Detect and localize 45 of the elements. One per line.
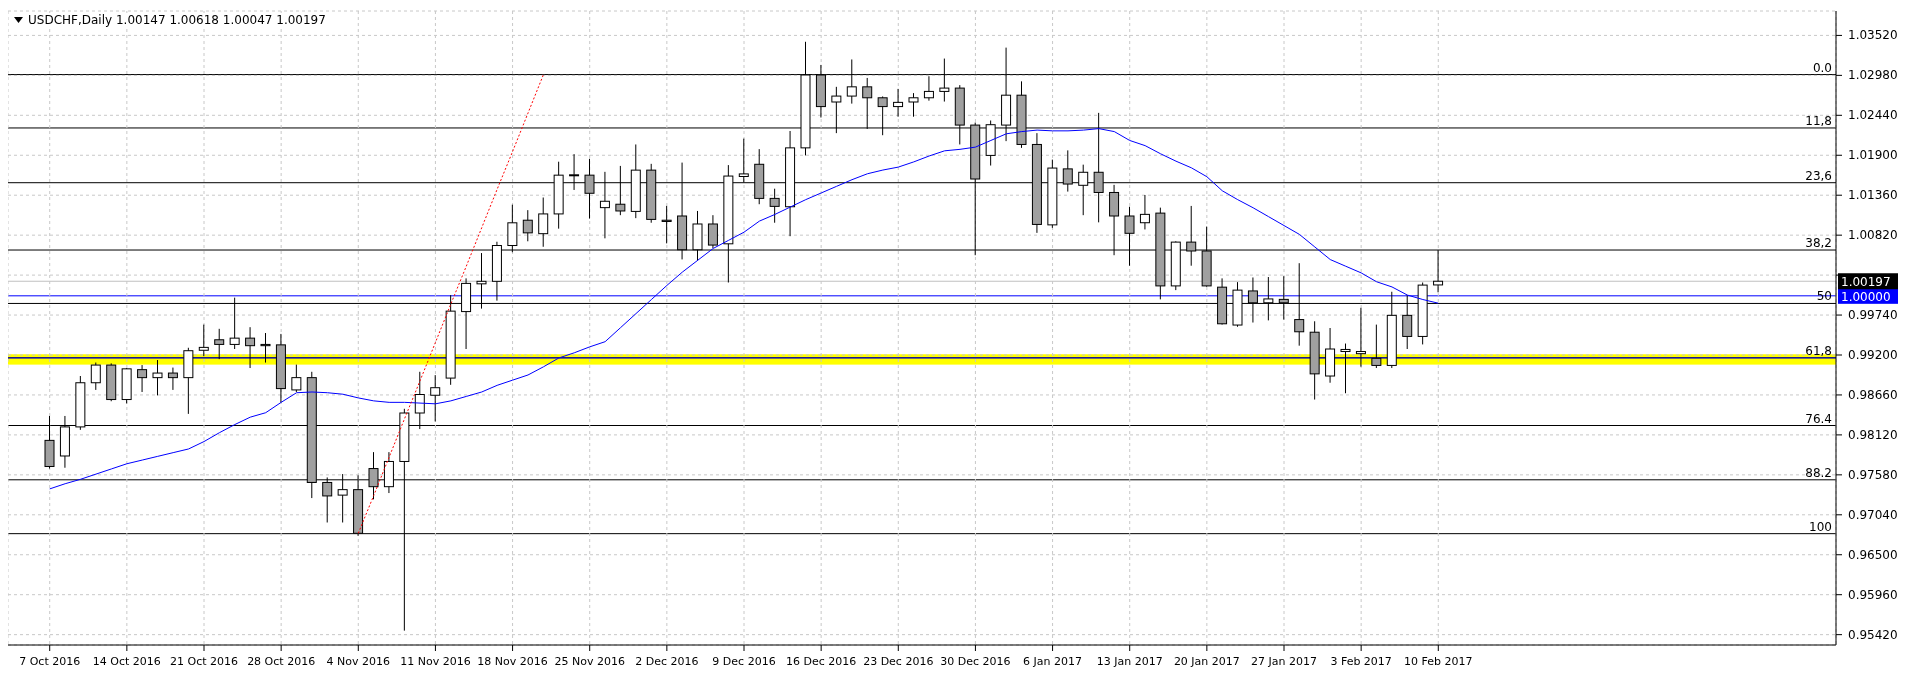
x-tick-label: 3 Feb 2017 xyxy=(1330,655,1392,668)
annotation: 0.0 xyxy=(1812,60,1832,75)
annotation: 76.4 xyxy=(1805,411,1832,426)
y-tick-label: 1.02980 xyxy=(1848,68,1898,83)
x-tick-label: 10 Feb 2017 xyxy=(1404,655,1473,668)
x-tick-label: 7 Oct 2016 xyxy=(19,655,81,668)
y-tick-label: 0.97040 xyxy=(1848,507,1898,522)
annotation: 88.2 xyxy=(1805,465,1832,480)
y-tick-label: 0.98120 xyxy=(1848,427,1898,442)
y-tick-label: 0.98660 xyxy=(1848,387,1898,402)
x-tick-label: 20 Jan 2017 xyxy=(1173,655,1240,668)
annotation: 11,8 xyxy=(1805,113,1832,128)
x-tick-label: 6 Jan 2017 xyxy=(1023,655,1083,668)
x-tick-label: 21 Oct 2016 xyxy=(169,655,239,668)
annotation: 38,2 xyxy=(1805,236,1832,251)
x-tick-label: 13 Jan 2017 xyxy=(1096,655,1163,668)
ref-line-label: 1.00000 xyxy=(1841,289,1891,304)
x-tick-label: 14 Oct 2016 xyxy=(92,655,161,668)
x-tick-label: 9 Dec 2016 xyxy=(712,655,776,668)
y-tick-label: 1.01360 xyxy=(1848,188,1898,203)
chart-title: USDCHF,Daily 1.00147 1.00618 1.00047 1.00197 xyxy=(28,13,326,27)
y-tick-label: 0.95960 xyxy=(1848,587,1898,602)
y-tick-label: 1.00820 xyxy=(1848,228,1898,243)
annotation: 23,6 xyxy=(1805,168,1832,183)
y-tick-label: 0.99200 xyxy=(1848,348,1898,362)
annotation: 100 xyxy=(1809,519,1832,534)
y-tick-label: 0.96500 xyxy=(1848,547,1898,562)
x-tick-label: 11 Nov 2016 xyxy=(400,655,471,668)
x-tick-label: 4 Nov 2016 xyxy=(326,655,391,668)
x-tick-label: 27 Jan 2017 xyxy=(1251,655,1317,668)
y-tick-label: 0.99740 xyxy=(1848,308,1898,323)
x-tick-label: 28 Oct 2016 xyxy=(247,655,316,668)
x-tick-label: 23 Dec 2016 xyxy=(863,655,934,668)
annotation: 61,8 xyxy=(1805,343,1832,358)
ref-line-label: 1.00197 xyxy=(1841,275,1891,290)
y-tick-label: 1.03520 xyxy=(1848,28,1898,43)
x-tick-label: 25 Nov 2016 xyxy=(554,655,625,668)
x-tick-label: 18 Nov 2016 xyxy=(477,655,548,668)
y-tick-label: 1.02440 xyxy=(1848,108,1898,123)
x-tick-label: 30 Dec 2016 xyxy=(940,655,1011,668)
y-tick-label: 0.95420 xyxy=(1848,627,1898,642)
y-tick-label: 1.01900 xyxy=(1848,148,1898,163)
y-tick-label: 0.97580 xyxy=(1848,467,1898,482)
x-tick-label: 2 Dec 2016 xyxy=(635,655,699,668)
x-tick-label: 16 Dec 2016 xyxy=(786,655,857,668)
